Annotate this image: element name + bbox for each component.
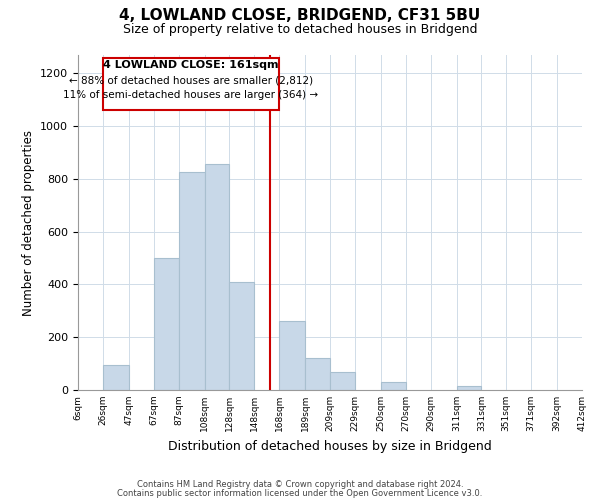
Text: Contains HM Land Registry data © Crown copyright and database right 2024.: Contains HM Land Registry data © Crown c… (137, 480, 463, 489)
Text: 4 LOWLAND CLOSE: 161sqm: 4 LOWLAND CLOSE: 161sqm (103, 60, 279, 70)
Text: Contains public sector information licensed under the Open Government Licence v3: Contains public sector information licen… (118, 488, 482, 498)
Bar (381, 382, 406, 390)
Text: Size of property relative to detached houses in Bridgend: Size of property relative to detached ho… (123, 22, 477, 36)
X-axis label: Distribution of detached houses by size in Bridgend: Distribution of detached houses by size … (168, 440, 492, 452)
Bar (305, 358, 330, 390)
Bar (229, 282, 254, 390)
Bar (205, 164, 229, 390)
Bar (457, 386, 481, 390)
Text: ← 88% of detached houses are smaller (2,812): ← 88% of detached houses are smaller (2,… (69, 76, 313, 86)
Bar (103, 58, 279, 110)
Bar (279, 322, 305, 390)
Bar (179, 172, 205, 390)
Y-axis label: Number of detached properties: Number of detached properties (22, 130, 35, 316)
Bar (103, 365, 129, 390)
Bar (330, 372, 355, 390)
Text: 11% of semi-detached houses are larger (364) →: 11% of semi-detached houses are larger (… (64, 90, 319, 101)
Bar (154, 258, 179, 390)
Text: 4, LOWLAND CLOSE, BRIDGEND, CF31 5BU: 4, LOWLAND CLOSE, BRIDGEND, CF31 5BU (119, 8, 481, 22)
